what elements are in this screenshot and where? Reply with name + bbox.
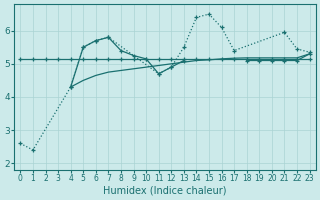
X-axis label: Humidex (Indice chaleur): Humidex (Indice chaleur) xyxy=(103,186,227,196)
